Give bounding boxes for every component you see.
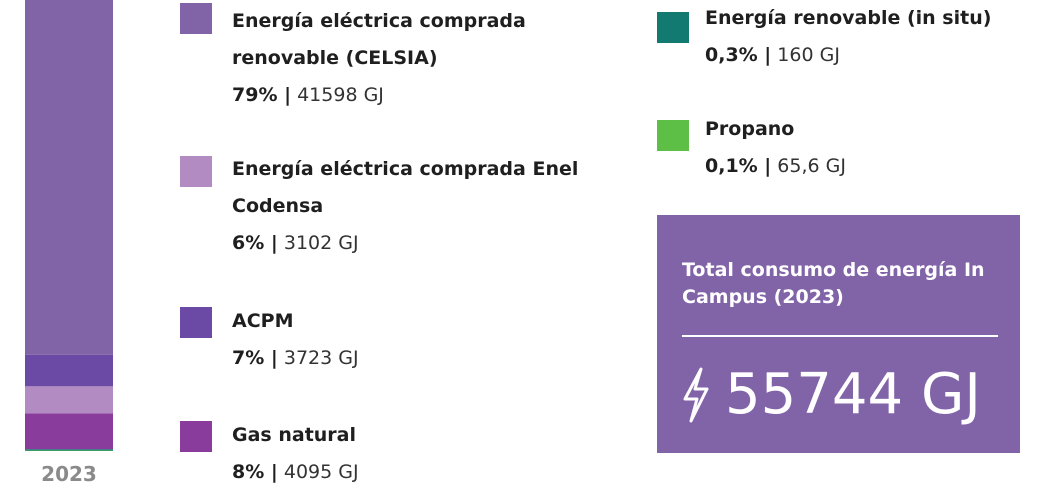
percent-label: 6% | <box>232 232 278 254</box>
total-value: 55744 GJ <box>725 362 981 427</box>
total-box: Total consumo de energía In Campus (2023… <box>657 215 1020 453</box>
legend-name: ACPM <box>232 310 294 332</box>
legend-swatch <box>657 120 689 151</box>
energy-label: 65,6 GJ <box>777 155 846 177</box>
percent-label: 79% | <box>232 84 292 106</box>
divider <box>682 335 998 337</box>
bar-segment <box>25 386 113 414</box>
legend-name: Gas natural <box>232 424 357 446</box>
bar-segment <box>25 449 113 451</box>
legend-name: Propano <box>705 118 795 140</box>
legend-swatch <box>180 3 212 34</box>
total-title: Total consumo de energía In Campus (2023… <box>682 259 985 308</box>
legend-name: Energía eléctrica comprada Enel Codensa <box>232 158 579 217</box>
legend-swatch <box>657 12 689 43</box>
energy-label: 4095 GJ <box>283 461 359 483</box>
percent-label: 0,1% | <box>705 155 772 177</box>
stacked-bar <box>25 0 113 451</box>
percent-label: 7% | <box>232 347 278 369</box>
energy-label: 160 GJ <box>777 44 840 66</box>
legend-value: 0,3% | 160 GJ <box>705 37 1052 74</box>
legend-swatch <box>180 307 212 338</box>
legend-item: Gas natural 8% | 4095 GJ <box>232 417 602 491</box>
legend-item: Propano 0,1% | 65,6 GJ <box>705 111 1052 185</box>
bar-segment <box>25 354 113 387</box>
bar-segment <box>25 0 113 355</box>
legend-value: 6% | 3102 GJ <box>232 225 602 262</box>
energy-label: 3723 GJ <box>283 347 359 369</box>
percent-label: 0,3% | <box>705 44 772 66</box>
legend-value: 0,1% | 65,6 GJ <box>705 148 1052 185</box>
legend-item: Energía renovable (in situ) 0,3% | 160 GJ <box>705 0 1052 74</box>
energy-label: 41598 GJ <box>297 84 384 106</box>
legend-name: Energía eléctrica comprada renovable (CE… <box>232 10 526 69</box>
legend-name: Energía renovable (in situ) <box>705 7 992 29</box>
energy-label: 3102 GJ <box>283 232 359 254</box>
legend-item: Energía eléctrica comprada renovable (CE… <box>232 3 602 114</box>
legend-item: ACPM 7% | 3723 GJ <box>232 303 602 377</box>
legend-swatch <box>180 421 212 452</box>
bolt-icon <box>683 367 709 423</box>
legend-item: Energía eléctrica comprada Enel Codensa 6… <box>232 151 602 262</box>
legend-swatch <box>180 156 212 187</box>
x-tick-label: 2023 <box>41 462 97 486</box>
legend-value: 79% | 41598 GJ <box>232 77 602 114</box>
legend-value: 8% | 4095 GJ <box>232 454 602 491</box>
percent-label: 8% | <box>232 461 278 483</box>
bar-segment <box>25 413 113 450</box>
legend-value: 7% | 3723 GJ <box>232 340 602 377</box>
